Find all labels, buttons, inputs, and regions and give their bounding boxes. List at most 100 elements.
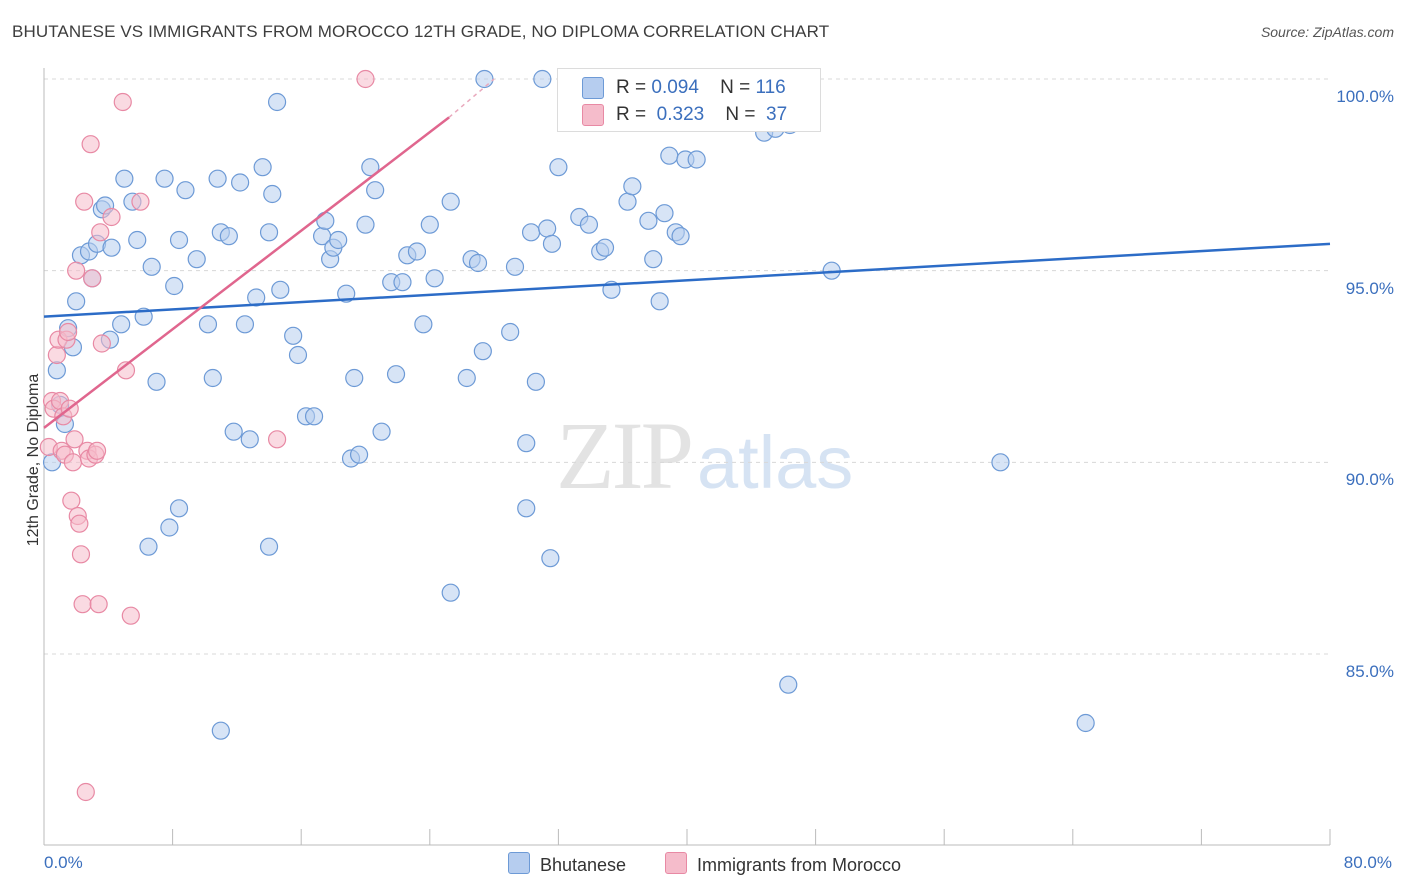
legend-r-value: 0.323 [656, 104, 705, 125]
data-point-bhutanese [128, 230, 147, 250]
data-point-bhutanese [211, 721, 230, 740]
data-point-morocco [131, 192, 150, 211]
trend-lines [43, 78, 1331, 429]
data-point-bhutanese [231, 173, 250, 192]
data-point-bhutanese [660, 146, 679, 165]
y-tick-label: 95.0% [1345, 278, 1394, 298]
data-point-bhutanese [650, 292, 669, 311]
data-point-bhutanese [541, 549, 560, 568]
data-point-bhutanese [549, 158, 568, 177]
y-tick-label: 90.0% [1345, 470, 1394, 490]
data-point-bhutanese [198, 315, 218, 334]
data-point-bhutanese [345, 368, 364, 388]
data-point-morocco [71, 545, 91, 564]
data-point-morocco [356, 69, 375, 89]
data-point-bhutanese [671, 227, 690, 246]
data-point-bhutanese [284, 326, 303, 345]
legend-n-value: 116 [755, 77, 786, 98]
correlation-legend: R = 0.094 N = 116 R = 0.323 N = 37 [557, 68, 821, 132]
data-point-bhutanese [517, 499, 536, 518]
data-point-bhutanese [595, 238, 615, 257]
data-point-bhutanese [468, 253, 488, 273]
data-point-morocco [70, 514, 89, 533]
data-point-bhutanese [115, 169, 134, 188]
data-point-bhutanese [386, 365, 406, 384]
legend-swatch-pink [582, 104, 604, 126]
data-point-morocco [76, 782, 95, 802]
watermark-zip: ZIP [556, 402, 694, 509]
legend-r-value: 0.094 [651, 77, 699, 98]
data-point-bhutanese [67, 292, 86, 311]
data-point-bhutanese [102, 238, 121, 257]
axes [43, 68, 1331, 846]
legend-r-label: R = [616, 104, 647, 125]
legend-n-value: 37 [766, 104, 788, 125]
data-point-bhutanese [219, 227, 238, 246]
data-point-bhutanese [526, 372, 545, 391]
data-point-morocco [102, 207, 121, 227]
data-point-bhutanese [155, 169, 174, 188]
data-point-bhutanese [203, 368, 222, 388]
bottom-legend-bhutanese: Bhutanese [508, 852, 626, 876]
data-point-morocco [63, 453, 83, 472]
data-point-bhutanese [337, 284, 356, 303]
series-immigrants-from-morocco [39, 69, 375, 802]
trend-line-morocco-extension [448, 78, 495, 118]
data-point-bhutanese [253, 158, 272, 177]
data-point-bhutanese [393, 273, 412, 292]
data-point-bhutanese [441, 192, 460, 211]
data-point-bhutanese [356, 215, 375, 234]
data-point-morocco [89, 595, 108, 614]
data-point-bhutanese [271, 280, 290, 299]
data-point-bhutanese [187, 250, 206, 269]
data-point-morocco [92, 334, 111, 353]
data-point-bhutanese [425, 269, 444, 288]
chart-title: BHUTANESE VS IMMIGRANTS FROM MOROCCO 12T… [12, 22, 830, 41]
data-point-bhutanese [304, 407, 324, 426]
data-point-morocco [47, 345, 66, 365]
bottom-legend-swatch-pink [665, 852, 687, 874]
bottom-legend-label: Bhutanese [540, 855, 627, 875]
data-point-bhutanese [779, 675, 798, 694]
data-point-bhutanese [441, 583, 460, 602]
legend-r-label: R = [616, 77, 647, 98]
data-point-morocco [91, 223, 110, 242]
data-point-bhutanese [139, 537, 158, 556]
data-point-bhutanese [505, 257, 525, 276]
bottom-legend-label: Immigrants from Morocco [697, 855, 902, 875]
data-point-bhutanese [687, 150, 706, 169]
data-point-bhutanese [361, 158, 380, 177]
data-point-bhutanese [414, 315, 433, 334]
y-axis-label: 12th Grade, No Diploma [25, 373, 42, 547]
bottom-legend-morocco: Immigrants from Morocco [665, 852, 901, 876]
data-point-bhutanese [501, 322, 520, 342]
data-point-bhutanese [240, 430, 259, 449]
data-point-bhutanese [208, 169, 227, 188]
data-point-bhutanese [235, 315, 255, 334]
data-point-bhutanese [644, 250, 663, 269]
source-credit: Source: ZipAtlas.com [1260, 24, 1394, 40]
bottom-legend-swatch-blue [508, 852, 530, 874]
legend-text: R = 0.323 N = 37 [616, 104, 787, 126]
data-point-bhutanese [655, 204, 674, 223]
data-point-morocco [81, 135, 100, 154]
data-point-morocco [83, 269, 102, 288]
data-point-bhutanese [316, 211, 335, 230]
data-point-morocco [87, 441, 107, 460]
legend-text: R = 0.094 N = 116 [616, 77, 786, 99]
data-point-bhutanese [517, 434, 536, 453]
data-point-bhutanese [169, 230, 189, 250]
x-tick-label-min: 0.0% [44, 853, 83, 872]
series-bhutanese [42, 69, 1095, 740]
data-point-bhutanese [420, 215, 439, 234]
data-point-bhutanese [521, 223, 541, 242]
data-point-bhutanese [176, 181, 195, 200]
data-point-bhutanese [169, 499, 189, 518]
data-point-bhutanese [263, 184, 282, 204]
data-point-bhutanese [475, 69, 494, 89]
data-point-bhutanese [538, 219, 557, 238]
data-point-bhutanese [372, 422, 391, 441]
data-point-bhutanese [259, 223, 279, 242]
data-point-morocco [121, 606, 140, 625]
